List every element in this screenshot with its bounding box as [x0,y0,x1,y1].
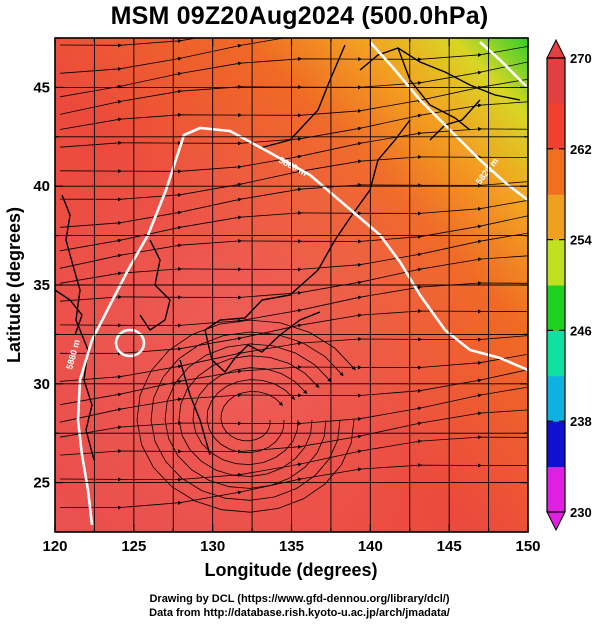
x-tick-labels: 120 125 130 135 140 145 150 [42,538,540,555]
colorbar-label: 254 [570,233,592,248]
x-tick-label: 145 [437,538,462,555]
axis-ticks [54,37,529,533]
y-tick-label: 40 [33,178,50,195]
x-tick-label: 135 [279,538,304,555]
colorbar-label: 246 [570,323,592,338]
colorbar-segment [547,148,565,195]
colorbar-segment [547,58,565,104]
height-contours [76,41,528,526]
x-tick-label: 130 [200,538,225,555]
y-tick-label: 35 [33,277,50,294]
figure-title: MSM 09Z20Aug2024 (500.0hPa) [110,2,489,30]
colorbar-segment [547,375,565,422]
colorbar-min-arrow [546,511,566,532]
colorbar-labels: 270 262 254 246 238 230 [570,51,592,520]
x-tick-label: 120 [42,538,67,555]
temperature-field: 5880 m 5820 m 5880 m [55,38,528,532]
y-tick-labels: 45 40 35 30 25 [33,79,50,491]
x-axis-label: Longitude (degrees) [204,560,377,580]
colorbar-segment [547,194,565,241]
footer-credit-data: Data from http://database.rish.kyoto-u.a… [149,607,450,619]
colorbar-segment [547,330,565,377]
colorbar-max-arrow [546,38,566,59]
colorbar-segment [547,239,565,286]
footer-credit-drawing: Drawing by DCL (https://www.gfd-dennou.o… [149,593,450,605]
colorbar: 270 262 254 246 238 230 [546,38,592,532]
x-tick-label: 125 [121,538,146,555]
colorbar-label: 238 [570,414,592,429]
x-tick-label: 150 [515,538,540,555]
colorbar-segment [547,103,565,150]
grid-lines [55,38,528,532]
x-tick-label: 140 [358,538,383,555]
colorbar-segment [547,466,565,513]
colorbar-segment [547,285,565,331]
colorbar-label: 262 [570,142,592,157]
colorbar-label: 270 [570,51,592,66]
colorbar-segment [547,421,565,468]
streamline [59,463,528,510]
y-tick-label: 25 [33,475,50,492]
colorbar-label: 230 [570,505,592,520]
y-axis-label: Latitude (degrees) [4,207,24,363]
y-tick-label: 45 [33,79,50,96]
y-tick-label: 30 [33,376,50,393]
